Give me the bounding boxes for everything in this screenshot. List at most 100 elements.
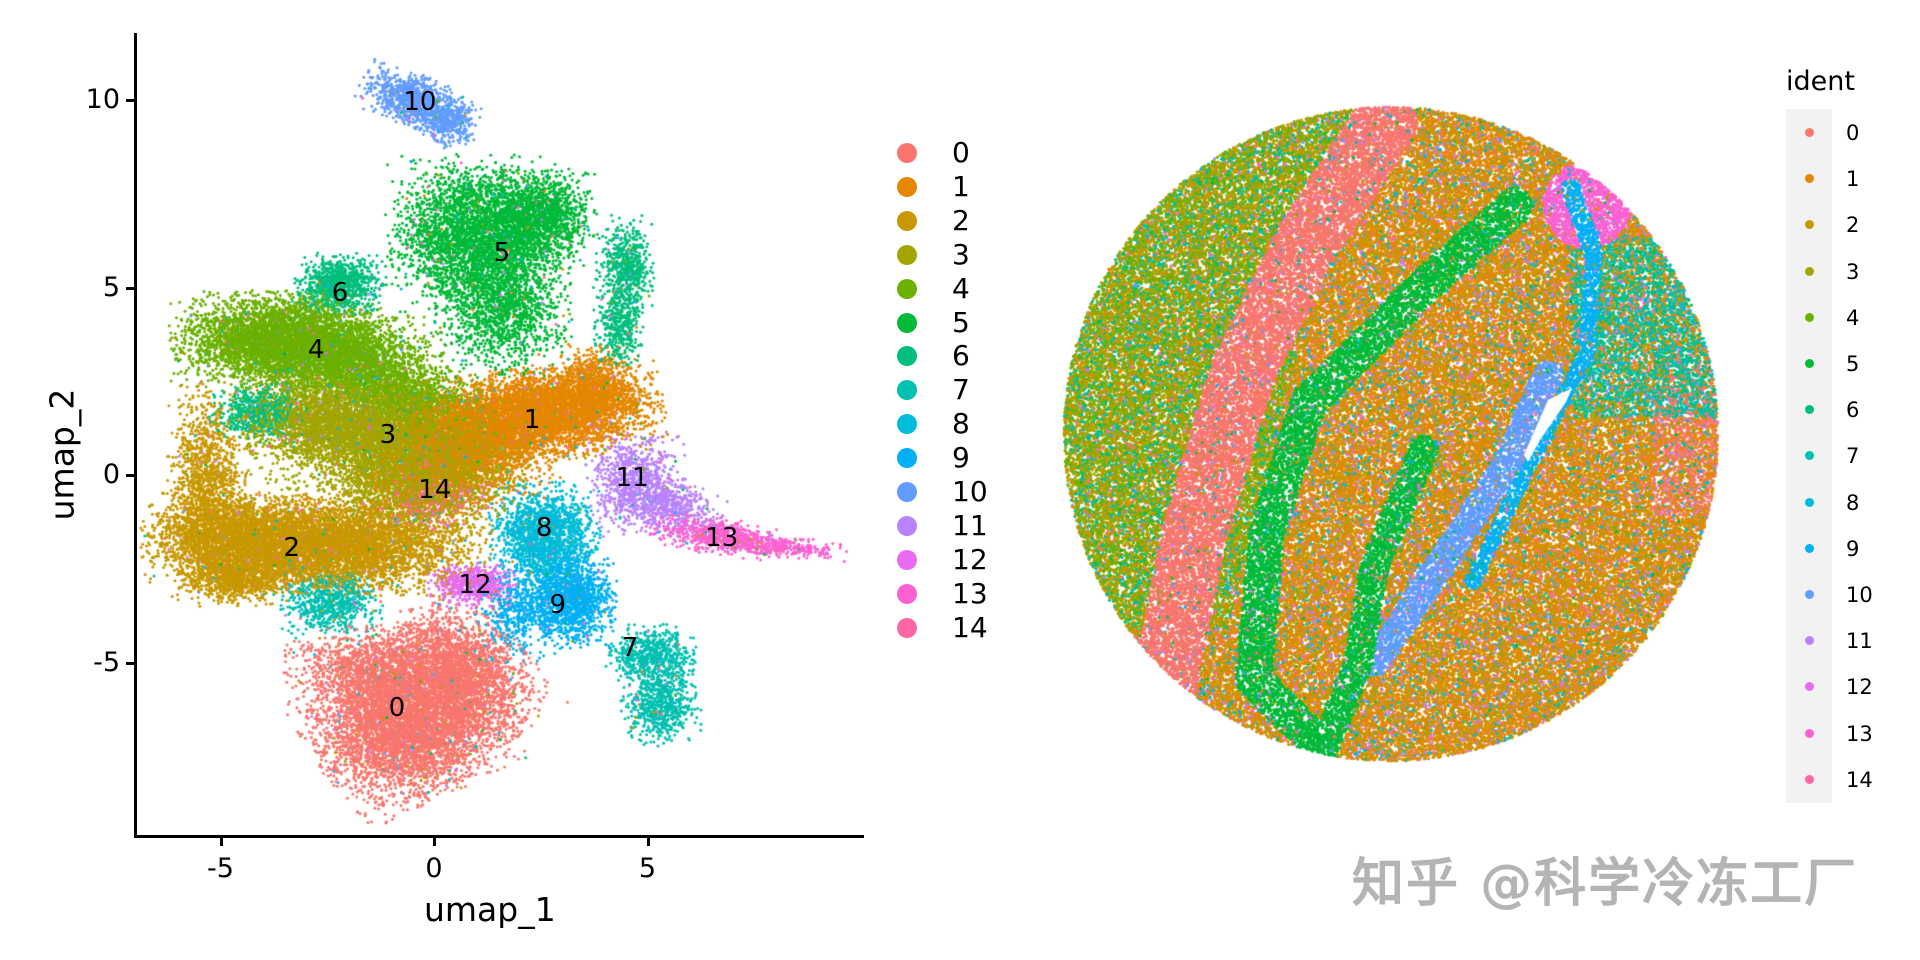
legend-label: 5 [1846, 352, 1860, 376]
legend-label: 2 [952, 203, 970, 237]
cluster-label: 7 [621, 632, 639, 663]
legend-label: 14 [952, 610, 988, 644]
legend-label: 8 [952, 407, 970, 441]
ident-legend-item: 7 [1786, 433, 1906, 479]
legend-item: 3 [890, 238, 1010, 272]
legend-label: 8 [1846, 490, 1860, 515]
legend-swatch-icon [1805, 359, 1814, 368]
legend-label: 7 [1846, 444, 1860, 469]
legend-item: 14 [890, 611, 1010, 645]
legend-item: 1 [890, 170, 1010, 204]
y-tick-label: 10 [85, 84, 120, 115]
legend-item: 11 [890, 509, 1010, 543]
legend-swatch-icon [1805, 636, 1814, 646]
cluster-label: 9 [549, 590, 567, 621]
legend-label: 12 [952, 542, 988, 576]
watermark: 知乎 @科学冷冻工厂 [1352, 854, 1859, 914]
legend-swatch-icon [897, 278, 917, 299]
legend-swatch-icon [1805, 405, 1814, 415]
ident-legend-title: ident [1786, 66, 1855, 97]
legend-label: 5 [952, 305, 970, 339]
legend-label: 9 [1846, 536, 1860, 561]
y-tick [126, 474, 135, 477]
legend-swatch-icon [897, 448, 917, 469]
ident-legend-item: 5 [1786, 341, 1906, 387]
cluster-label: 1 [523, 404, 541, 435]
ident-legend-item: 8 [1786, 480, 1906, 526]
cluster-label: 4 [307, 335, 325, 366]
x-tick [646, 837, 650, 846]
cluster-label: 11 [615, 463, 649, 493]
legend-item: 5 [890, 306, 1010, 340]
ident-legend-item: 9 [1786, 526, 1906, 572]
legend-label: 1 [1846, 167, 1860, 192]
legend-swatch-icon [897, 143, 917, 163]
cluster-label: 5 [493, 238, 511, 268]
legend-label: 11 [1846, 629, 1873, 654]
y-axis-line [134, 33, 137, 838]
legend-label: 13 [952, 576, 988, 610]
cluster-label: 13 [705, 523, 739, 553]
legend-swatch-icon [897, 380, 917, 401]
ident-legend-item: 2 [1786, 202, 1906, 248]
legend-label: 0 [1846, 121, 1860, 145]
cluster-label: 14 [418, 475, 452, 505]
legend-label: 2 [1846, 213, 1860, 238]
legend-swatch-icon [897, 515, 917, 536]
cluster-label: 0 [388, 692, 406, 723]
legend-swatch-icon [1805, 128, 1814, 137]
legend-label: 13 [1846, 721, 1873, 746]
legend-label: 4 [952, 271, 970, 305]
ident-legend-item: 3 [1786, 249, 1906, 295]
legend-swatch-icon [1805, 266, 1814, 276]
legend-swatch-icon [1805, 774, 1814, 784]
legend-label: 7 [952, 373, 970, 407]
legend-item: 2 [890, 204, 1010, 238]
ident-legend-item: 1 [1786, 156, 1906, 202]
legend-swatch-icon [897, 482, 917, 502]
legend-swatch-icon [897, 210, 917, 231]
legend-item: 10 [890, 475, 1010, 509]
ident-legend-item: 4 [1786, 295, 1906, 341]
cluster-label: 6 [331, 278, 349, 309]
ident-legend-item: 11 [1786, 618, 1906, 664]
legend-swatch-icon [1805, 220, 1814, 230]
legend-swatch-icon [1805, 543, 1814, 553]
y-tick [126, 661, 135, 665]
legend-label: 3 [1846, 259, 1860, 284]
legend-swatch-icon [897, 414, 917, 435]
y-tick-label: 5 [102, 271, 120, 303]
legend-label: 6 [952, 339, 970, 373]
legend-swatch-icon [897, 549, 917, 570]
legend-label: 14 [1846, 767, 1873, 792]
y-tick [126, 286, 135, 290]
legend-label: 9 [952, 441, 970, 475]
legend-swatch-icon [1805, 682, 1814, 692]
legend-item: 6 [890, 339, 1010, 373]
legend-item: 9 [890, 441, 1010, 475]
legend-item: 8 [890, 407, 1010, 441]
cluster-label: 2 [283, 533, 301, 564]
x-tick [433, 837, 436, 846]
cluster-label: 10 [403, 86, 437, 117]
legend-swatch-icon [897, 617, 917, 638]
legend-swatch-icon [1805, 174, 1814, 184]
y-tick-label: 0 [102, 459, 120, 490]
legend-item: 12 [890, 543, 1010, 577]
legend-label: 10 [952, 475, 988, 508]
cluster-label: 12 [458, 569, 492, 600]
legend-label: 1 [952, 169, 970, 203]
x-tick-label: 0 [425, 853, 443, 884]
legend-swatch-icon [1805, 451, 1814, 461]
legend-swatch-icon [897, 346, 917, 367]
legend-swatch-icon [1805, 590, 1814, 599]
legend-item: 4 [890, 272, 1010, 306]
legend-swatch-icon [1805, 312, 1814, 322]
ident-legend-item: 13 [1786, 711, 1906, 757]
legend-label: 0 [952, 136, 970, 169]
x-tick-label: -5 [207, 853, 234, 884]
legend-label: 10 [1846, 583, 1873, 607]
legend-label: 3 [952, 237, 970, 271]
legend-swatch-icon [897, 312, 917, 333]
